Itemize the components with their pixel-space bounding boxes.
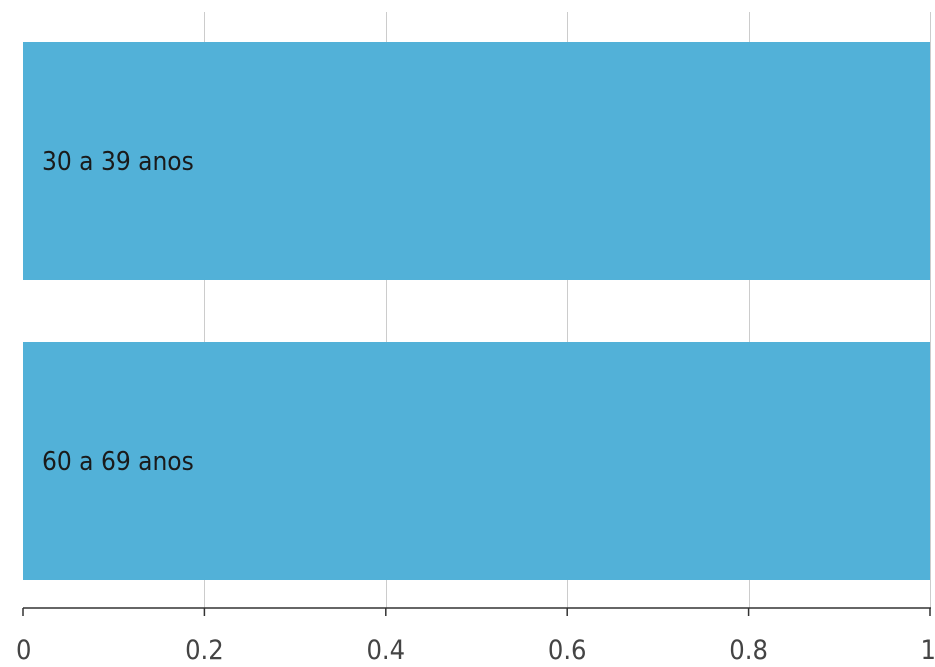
x-tick-label-0-6: 0.6 xyxy=(548,635,587,666)
x-tick-label-0: 0 xyxy=(16,635,31,666)
bar-label-2: 60 a 69 anos xyxy=(42,447,194,477)
bar-label-1: 30 a 39 anos xyxy=(42,147,194,177)
x-axis: 0 0.2 0.4 0.6 0.8 1 xyxy=(16,607,935,666)
x-tick-label-1: 1 xyxy=(921,635,935,666)
x-tick-label-0-8: 0.8 xyxy=(729,635,768,666)
x-tick-label-0-2: 0.2 xyxy=(185,635,224,666)
bars: 30 a 39 anos 60 a 69 anos xyxy=(23,42,930,580)
bar-1[interactable] xyxy=(23,42,930,280)
bar-2[interactable] xyxy=(23,342,930,580)
x-tick-label-0-4: 0.4 xyxy=(366,635,405,666)
